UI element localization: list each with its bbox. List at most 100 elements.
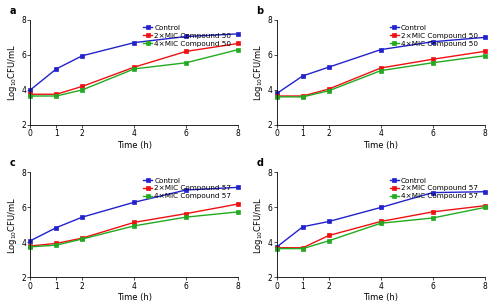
Control bbox=[54, 226, 60, 229]
X-axis label: Time (h): Time (h) bbox=[117, 294, 152, 302]
2×MIC Compound 57 bbox=[430, 210, 436, 214]
Text: a: a bbox=[10, 6, 16, 16]
2×MIC Compound 50 bbox=[326, 87, 332, 91]
4×MIC Compound 50 bbox=[326, 89, 332, 93]
4×MIC Compound 50 bbox=[54, 94, 60, 98]
2×MIC Compound 50 bbox=[378, 66, 384, 70]
4×MIC Compound 50 bbox=[300, 95, 306, 99]
4×MIC Compound 50 bbox=[28, 94, 34, 98]
2×MIC Compound 57 bbox=[326, 234, 332, 237]
4×MIC Compound 57 bbox=[235, 210, 241, 214]
2×MIC Compound 50 bbox=[54, 92, 60, 96]
4×MIC Compound 50 bbox=[235, 48, 241, 51]
Y-axis label: Log$_{10}$CFU/mL: Log$_{10}$CFU/mL bbox=[6, 44, 18, 101]
2×MIC Compound 57 bbox=[80, 236, 86, 240]
4×MIC Compound 57 bbox=[300, 247, 306, 250]
4×MIC Compound 57 bbox=[183, 215, 189, 219]
2×MIC Compound 57 bbox=[300, 246, 306, 249]
Control bbox=[54, 67, 60, 71]
Line: 4×MIC Compound 57: 4×MIC Compound 57 bbox=[28, 209, 240, 249]
Control bbox=[80, 215, 86, 219]
Control bbox=[378, 206, 384, 209]
X-axis label: Time (h): Time (h) bbox=[364, 294, 398, 302]
Control bbox=[274, 245, 280, 249]
2×MIC Compound 50 bbox=[300, 94, 306, 98]
Line: 4×MIC Compound 50: 4×MIC Compound 50 bbox=[274, 53, 487, 99]
Control bbox=[274, 91, 280, 95]
Control bbox=[300, 225, 306, 229]
Control bbox=[300, 74, 306, 78]
2×MIC Compound 57 bbox=[274, 246, 280, 249]
4×MIC Compound 57 bbox=[54, 243, 60, 247]
4×MIC Compound 50 bbox=[80, 88, 86, 92]
Control bbox=[482, 190, 488, 194]
4×MIC Compound 50 bbox=[482, 54, 488, 58]
2×MIC Compound 50 bbox=[482, 50, 488, 53]
Line: Control: Control bbox=[28, 31, 240, 92]
Legend: Control, 2×MIC Compound 50, 4×MIC Compound 50: Control, 2×MIC Compound 50, 4×MIC Compou… bbox=[142, 23, 233, 48]
Y-axis label: Log$_{10}$CFU/mL: Log$_{10}$CFU/mL bbox=[252, 196, 265, 254]
Control bbox=[28, 239, 34, 243]
Control bbox=[430, 191, 436, 194]
Control bbox=[235, 32, 241, 36]
Control bbox=[132, 201, 138, 204]
2×MIC Compound 57 bbox=[378, 220, 384, 223]
Control bbox=[132, 41, 138, 44]
Control bbox=[183, 34, 189, 38]
Control bbox=[326, 65, 332, 69]
2×MIC Compound 50 bbox=[183, 50, 189, 53]
Control bbox=[235, 185, 241, 189]
Control bbox=[80, 54, 86, 58]
4×MIC Compound 57 bbox=[482, 206, 488, 209]
4×MIC Compound 57 bbox=[28, 245, 34, 249]
4×MIC Compound 50 bbox=[430, 61, 436, 65]
X-axis label: Time (h): Time (h) bbox=[364, 141, 398, 150]
Legend: Control, 2×MIC Compound 57, 4×MIC Compound 57: Control, 2×MIC Compound 57, 4×MIC Compou… bbox=[388, 176, 480, 201]
Text: c: c bbox=[10, 158, 16, 168]
2×MIC Compound 50 bbox=[80, 84, 86, 88]
Legend: Control, 2×MIC Compound 50, 4×MIC Compound 50: Control, 2×MIC Compound 50, 4×MIC Compou… bbox=[388, 23, 480, 48]
4×MIC Compound 50 bbox=[183, 61, 189, 65]
Y-axis label: Log$_{10}$CFU/mL: Log$_{10}$CFU/mL bbox=[252, 44, 265, 101]
4×MIC Compound 57 bbox=[326, 239, 332, 243]
Line: 2×MIC Compound 50: 2×MIC Compound 50 bbox=[28, 41, 240, 97]
4×MIC Compound 57 bbox=[132, 224, 138, 228]
Line: 4×MIC Compound 57: 4×MIC Compound 57 bbox=[274, 205, 487, 251]
2×MIC Compound 57 bbox=[482, 204, 488, 208]
4×MIC Compound 57 bbox=[378, 221, 384, 225]
X-axis label: Time (h): Time (h) bbox=[117, 141, 152, 150]
Line: 2×MIC Compound 57: 2×MIC Compound 57 bbox=[274, 203, 487, 250]
4×MIC Compound 50 bbox=[378, 69, 384, 72]
Line: Control: Control bbox=[274, 35, 487, 96]
4×MIC Compound 57 bbox=[274, 247, 280, 250]
Control bbox=[482, 35, 488, 39]
Line: 4×MIC Compound 50: 4×MIC Compound 50 bbox=[28, 47, 240, 99]
Y-axis label: Log$_{10}$CFU/mL: Log$_{10}$CFU/mL bbox=[6, 196, 18, 254]
4×MIC Compound 57 bbox=[80, 237, 86, 241]
Control bbox=[430, 40, 436, 44]
Line: Control: Control bbox=[274, 189, 487, 249]
Control bbox=[326, 220, 332, 223]
2×MIC Compound 50 bbox=[430, 57, 436, 61]
2×MIC Compound 57 bbox=[132, 221, 138, 224]
2×MIC Compound 50 bbox=[28, 92, 34, 96]
2×MIC Compound 57 bbox=[183, 212, 189, 216]
Control bbox=[183, 188, 189, 192]
2×MIC Compound 50 bbox=[274, 94, 280, 98]
2×MIC Compound 57 bbox=[54, 241, 60, 245]
Control bbox=[28, 88, 34, 92]
2×MIC Compound 50 bbox=[235, 42, 241, 45]
Legend: Control, 2×MIC Compound 57, 4×MIC Compound 57: Control, 2×MIC Compound 57, 4×MIC Compou… bbox=[142, 176, 233, 201]
2×MIC Compound 57 bbox=[28, 244, 34, 248]
2×MIC Compound 50 bbox=[132, 65, 138, 69]
Text: b: b bbox=[256, 6, 264, 16]
2×MIC Compound 57 bbox=[235, 202, 241, 206]
Control bbox=[378, 48, 384, 51]
Line: Control: Control bbox=[28, 185, 240, 243]
4×MIC Compound 50 bbox=[274, 95, 280, 99]
4×MIC Compound 57 bbox=[430, 216, 436, 220]
Text: d: d bbox=[256, 158, 263, 168]
Line: 2×MIC Compound 50: 2×MIC Compound 50 bbox=[274, 49, 487, 99]
Line: 2×MIC Compound 57: 2×MIC Compound 57 bbox=[28, 201, 240, 249]
4×MIC Compound 50 bbox=[132, 67, 138, 71]
